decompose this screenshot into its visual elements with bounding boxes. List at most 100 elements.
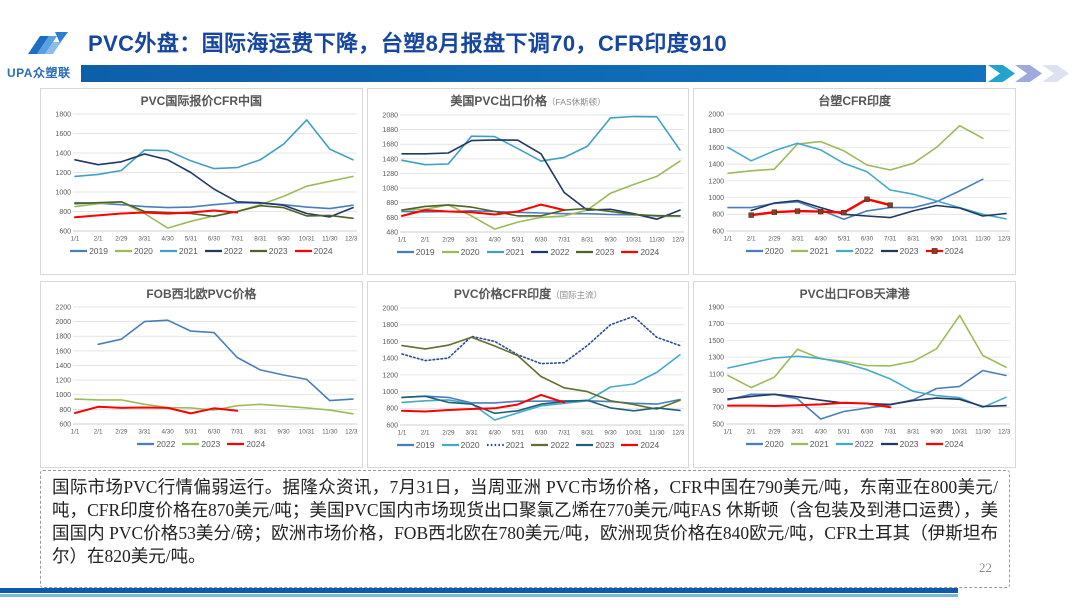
svg-text:2000: 2000 — [55, 319, 71, 326]
svg-text:800: 800 — [386, 406, 398, 413]
legend-item-2022: 2022 — [835, 439, 874, 449]
svg-text:1/1: 1/1 — [397, 237, 406, 244]
svg-text:1700: 1700 — [709, 321, 725, 328]
legend-item-2021: 2021 — [790, 246, 829, 256]
legend-swatch-icon — [159, 249, 177, 252]
legend-item-2022: 2022 — [531, 247, 569, 257]
svg-text:12/31: 12/31 — [345, 429, 358, 436]
chart-plot: 600 800 1000 1200 1400 1600 1800 2000 1/1 2/1 2/29… — [382, 305, 685, 437]
legend-swatch-icon — [576, 443, 594, 446]
chart-plot: 600 800 1000 1200 1400 1600 1800 1/1 2/1 2/29 3/31… — [55, 111, 358, 243]
svg-text:2000: 2000 — [709, 111, 725, 118]
chart-line-2020 — [400, 354, 681, 421]
svg-text:1800: 1800 — [55, 111, 71, 118]
chart-plot: 600 800 1000 1200 1400 1600 1800 2000 1/1 2/1 2/29… — [709, 111, 1012, 243]
svg-text:2/1: 2/1 — [747, 429, 756, 436]
chart-line-2023 — [750, 199, 1007, 219]
chart-line-2021 — [400, 315, 681, 365]
legend-swatch-icon — [925, 247, 943, 254]
svg-text:7/31: 7/31 — [884, 429, 897, 436]
legend-swatch-icon — [835, 442, 853, 445]
svg-text:1400: 1400 — [55, 150, 71, 157]
svg-text:1600: 1600 — [382, 339, 398, 346]
svg-text:6/30: 6/30 — [534, 237, 547, 244]
legend-swatch-icon — [441, 250, 459, 253]
svg-text:3/31: 3/31 — [792, 236, 805, 243]
data-point-marker — [864, 196, 870, 202]
svg-text:1200: 1200 — [55, 378, 71, 385]
svg-text:5/31: 5/31 — [838, 236, 851, 243]
legend-swatch-icon — [880, 442, 898, 445]
legend-swatch-icon — [114, 249, 132, 252]
chart-legend: 2022 2023 2024 — [137, 437, 265, 450]
svg-text:600: 600 — [386, 422, 398, 429]
legend-item-2021: 2021 — [486, 247, 524, 257]
data-point-marker — [818, 208, 824, 215]
chart-line-2022 — [97, 319, 354, 402]
svg-text:1600: 1600 — [55, 348, 71, 355]
svg-text:4/30: 4/30 — [815, 429, 828, 436]
svg-text:880: 880 — [386, 200, 398, 207]
legend-item-2023: 2023 — [880, 246, 919, 256]
svg-text:9/30: 9/30 — [604, 237, 617, 244]
svg-text:6/30: 6/30 — [534, 430, 547, 437]
svg-text:8/31: 8/31 — [254, 429, 267, 436]
svg-text:11/30: 11/30 — [322, 236, 338, 243]
legend-swatch-icon — [925, 442, 943, 445]
svg-text:3/31: 3/31 — [465, 237, 478, 244]
svg-text:9/30: 9/30 — [604, 430, 617, 437]
svg-text:1080: 1080 — [382, 186, 398, 193]
svg-text:8/31: 8/31 — [581, 430, 594, 437]
chart-line-2021 — [400, 115, 681, 166]
legend-item-2021: 2021 — [159, 246, 198, 256]
svg-text:600: 600 — [59, 228, 71, 235]
chart-line-2024 — [400, 393, 565, 413]
svg-text:1/1: 1/1 — [724, 236, 733, 243]
chevron-right-icon — [988, 65, 1015, 82]
legend-swatch-icon — [531, 250, 549, 253]
legend-item-2020: 2020 — [745, 246, 784, 256]
legend-item-2024: 2024 — [925, 439, 963, 449]
legend-swatch-icon — [182, 442, 200, 445]
legend-item-2019: 2019 — [396, 440, 435, 450]
chart-legend: 2019 2020 2021 2022 2023 2024 — [396, 438, 659, 451]
svg-text:10/31: 10/31 — [952, 236, 968, 243]
svg-text:3/31: 3/31 — [138, 429, 151, 436]
svg-text:1000: 1000 — [55, 392, 71, 399]
chart-line-2019 — [400, 395, 681, 405]
chevron-right-icon — [1042, 65, 1069, 82]
logo-icon — [28, 32, 68, 54]
svg-text:12/31: 12/31 — [672, 430, 685, 437]
legend-swatch-icon — [835, 249, 853, 252]
svg-text:2/1: 2/1 — [747, 236, 756, 243]
page-title: PVC外盘：国际海运费下降，台塑8月报盘下调70，CFR印度910 — [88, 31, 728, 56]
svg-text:900: 900 — [712, 388, 724, 395]
legend-item-2024: 2024 — [294, 246, 333, 256]
svg-text:4/30: 4/30 — [488, 430, 501, 437]
legend-item-2020: 2020 — [441, 247, 480, 257]
svg-text:4/30: 4/30 — [488, 237, 501, 244]
svg-text:10/31: 10/31 — [625, 430, 641, 437]
legend-item-2020: 2020 — [114, 246, 153, 256]
legend-swatch-icon — [576, 250, 594, 253]
svg-text:1/1: 1/1 — [70, 429, 79, 436]
chart-line-2021 — [727, 124, 984, 175]
svg-text:2/29: 2/29 — [442, 237, 455, 244]
svg-text:1400: 1400 — [709, 162, 725, 169]
svg-text:3/31: 3/31 — [465, 430, 478, 437]
summary-box: 国际市场PVC行情偏弱运行。据隆众资讯，7月31日，当周亚洲 PVC市场价格，C… — [40, 470, 1010, 588]
svg-text:2/29: 2/29 — [115, 236, 128, 243]
svg-text:1500: 1500 — [709, 338, 725, 345]
svg-text:5/31: 5/31 — [185, 429, 198, 436]
svg-text:2000: 2000 — [382, 305, 398, 312]
svg-text:1680: 1680 — [382, 142, 398, 149]
svg-text:11/30: 11/30 — [975, 236, 991, 243]
legend-swatch-icon — [486, 443, 504, 446]
chart-line-2024 — [727, 401, 892, 409]
svg-text:11/30: 11/30 — [649, 237, 665, 244]
svg-text:11/30: 11/30 — [322, 429, 338, 436]
chart-line-2023 — [74, 201, 354, 220]
svg-text:2200: 2200 — [55, 304, 71, 311]
svg-text:1/1: 1/1 — [397, 430, 406, 437]
chart-title-note: （国际主流） — [551, 290, 603, 300]
